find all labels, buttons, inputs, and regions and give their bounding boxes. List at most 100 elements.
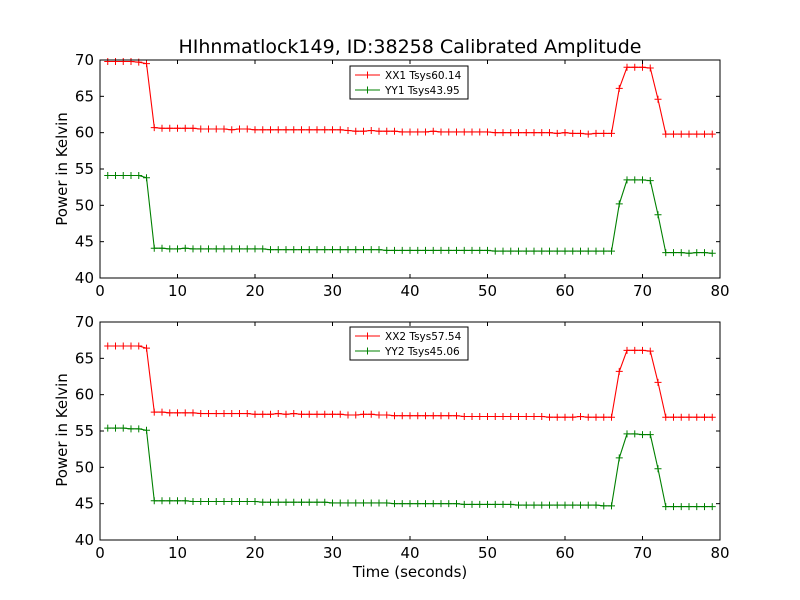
data-point: [205, 245, 212, 253]
data-point: [670, 249, 677, 257]
data-point: [507, 500, 515, 508]
data-point: [274, 410, 282, 418]
data-point: [274, 246, 282, 254]
data-point: [197, 245, 205, 253]
data-point: [367, 410, 375, 418]
data-point: [437, 128, 445, 136]
data-point: [367, 499, 375, 507]
series-line-1-1: [107, 427, 713, 508]
plot-bottom: 0 10 20 30 40 50 60 70 80 40 45 50 55 60 65 70 XX2 Tsys5…: [75, 313, 730, 562]
data-point: [174, 245, 181, 253]
data-point: [538, 412, 546, 420]
data-point: [189, 245, 197, 253]
data-point: [701, 130, 708, 138]
data-point: [608, 129, 615, 137]
data-point: [174, 497, 181, 505]
data-point: [569, 129, 577, 137]
legend-marker: [364, 86, 371, 94]
data-point: [143, 426, 150, 434]
data-point: [251, 126, 259, 134]
data-point: [708, 249, 716, 257]
data-point: [313, 410, 321, 418]
data-point: [290, 246, 298, 254]
data-point: [484, 246, 491, 254]
data-point: [375, 127, 383, 135]
data-point: [290, 498, 298, 506]
data-point: [344, 411, 352, 419]
data-point: [685, 130, 693, 138]
data-point: [135, 342, 143, 350]
data-point: [708, 413, 716, 421]
data-point: [166, 124, 174, 132]
data-point: [344, 499, 352, 507]
data-point: [398, 128, 406, 136]
legend-label: YY1 Tsys43.95: [384, 85, 460, 97]
data-point: [437, 500, 445, 508]
data-point: [267, 498, 274, 506]
data-point: [468, 500, 476, 508]
x-tick-label: 30: [323, 544, 342, 562]
data-point: [453, 500, 460, 508]
data-point: [305, 498, 313, 506]
data-point: [561, 247, 569, 255]
y-tick-label: 40: [75, 531, 94, 549]
data-point: [631, 63, 639, 71]
data-point: [460, 412, 468, 420]
data-point: [685, 503, 693, 511]
data-point: [150, 408, 158, 416]
data-point: [546, 129, 553, 137]
data-point: [670, 130, 677, 138]
data-point: [406, 128, 414, 136]
data-point: [104, 424, 112, 432]
data-point: [383, 246, 391, 254]
data-point: [460, 128, 468, 136]
data-point: [499, 500, 507, 508]
data-point: [670, 413, 677, 421]
data-point: [553, 413, 561, 421]
data-point: [220, 497, 228, 505]
data-point: [290, 410, 298, 418]
data-point: [329, 410, 336, 418]
x-tick-label: 80: [710, 282, 729, 300]
y-tick-label: 60: [75, 124, 94, 142]
data-point: [290, 126, 298, 134]
data-point: [189, 124, 197, 132]
data-point: [150, 244, 158, 252]
data-point: [298, 126, 305, 134]
data-point: [701, 413, 708, 421]
x-tick-label: 70: [633, 544, 652, 562]
data-point: [112, 57, 119, 65]
data-point: [228, 497, 236, 505]
data-point: [553, 247, 561, 255]
data-point: [670, 503, 677, 511]
data-point: [507, 412, 515, 420]
data-point: [305, 246, 313, 254]
data-point: [274, 498, 282, 506]
data-point: [398, 500, 406, 508]
data-point: [352, 246, 360, 254]
y-tick-label: 65: [75, 349, 94, 367]
data-point: [112, 424, 119, 432]
data-point: [414, 412, 422, 420]
data-point: [677, 249, 685, 257]
data-point: [491, 247, 499, 255]
data-point: [150, 497, 158, 505]
data-point: [615, 454, 623, 462]
x-tick-label: 0: [95, 544, 105, 562]
data-point: [701, 503, 708, 511]
data-point: [197, 125, 205, 133]
data-point: [522, 501, 530, 509]
data-point: [406, 246, 414, 254]
data-point: [646, 64, 654, 72]
data-point: [352, 411, 360, 419]
y-tick-label: 45: [75, 495, 94, 513]
data-point: [189, 409, 197, 417]
data-point: [251, 245, 259, 253]
data-point: [584, 413, 592, 421]
data-point: [383, 411, 391, 419]
x-tick-label: 20: [245, 544, 264, 562]
data-point: [135, 425, 143, 433]
legend-box: [349, 65, 469, 100]
data-point: [499, 247, 507, 255]
legend-marker: [364, 332, 371, 340]
